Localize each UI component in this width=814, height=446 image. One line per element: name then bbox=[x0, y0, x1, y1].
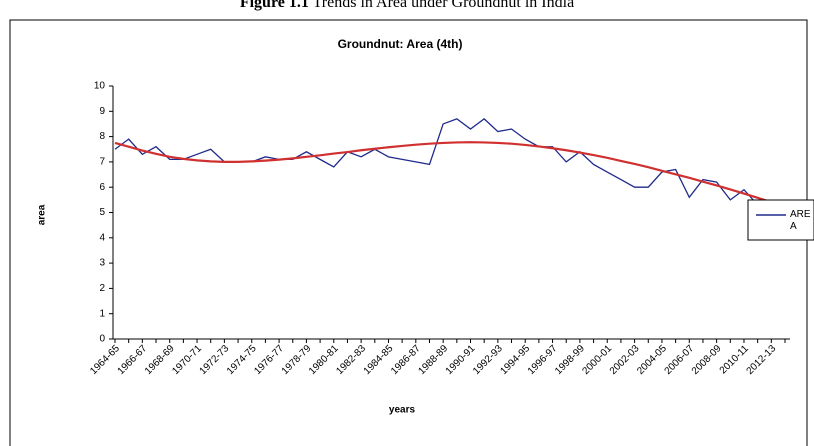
figure-caption: Figure 1.1 Trends in Area under Groundnu… bbox=[0, 0, 814, 12]
caption-label: Figure 1.1 bbox=[239, 0, 309, 11]
y-tick-label: 7 bbox=[99, 157, 105, 168]
y-tick-label: 5 bbox=[99, 207, 105, 218]
x-axis-label: years bbox=[389, 405, 416, 416]
y-tick-label: 0 bbox=[99, 334, 105, 345]
y-tick-label: 8 bbox=[99, 131, 105, 142]
chart-title: Groundnut: Area (4th) bbox=[338, 37, 463, 51]
trend-line bbox=[114, 141, 786, 208]
chart-border bbox=[9, 19, 808, 446]
x-tick-label: 2008-09 bbox=[690, 343, 724, 377]
y-tick-label: 6 bbox=[99, 182, 105, 193]
x-tick-label: 2012-13 bbox=[745, 343, 779, 377]
y-tick-label: 9 bbox=[99, 106, 105, 117]
data-line bbox=[114, 118, 786, 222]
y-tick-label: 3 bbox=[99, 258, 105, 269]
y-tick-label: 10 bbox=[94, 81, 106, 92]
caption-text: Trends in Area under Groundnut in India bbox=[312, 0, 575, 11]
y-tick-label: 4 bbox=[99, 232, 105, 243]
legend-label: AREA bbox=[790, 209, 811, 232]
y-tick-label: 1 bbox=[99, 308, 105, 319]
y-tick-label: 2 bbox=[99, 283, 105, 294]
legend-box bbox=[747, 199, 814, 241]
y-axis-label: area bbox=[37, 204, 48, 225]
